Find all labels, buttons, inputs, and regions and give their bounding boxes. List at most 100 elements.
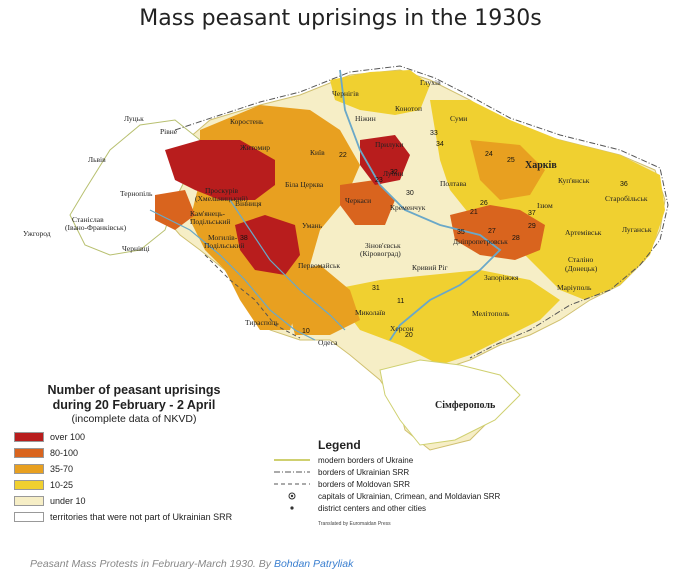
line-yellow-icon	[272, 455, 312, 465]
count-legend-item: 80-100	[14, 445, 254, 461]
region-80-100-dnipro	[450, 205, 545, 260]
label-mariupol: Маріуполь	[557, 283, 592, 292]
district-number: 38	[240, 235, 248, 242]
label-luhansk: Луганськ	[622, 225, 652, 234]
image-caption: Peasant Mass Protests in February-March …	[30, 558, 353, 570]
district-number: 29	[528, 223, 536, 230]
border-moldovan-ssr	[204, 254, 301, 339]
label-tiraspol: Тирасполь	[245, 318, 279, 327]
region-over-100-vinnytsia	[235, 215, 300, 275]
district-number: 34	[436, 141, 444, 148]
count-legend-label: territories that were not part of Ukrain…	[50, 512, 233, 522]
label-zaporizhzhia: Запоріжжя	[484, 273, 519, 282]
label-odesa: Одеса	[318, 338, 338, 347]
label-lviv: Львів	[88, 155, 106, 164]
label-donetsk: (Донецьк)	[565, 264, 598, 273]
district-number: 35	[457, 229, 465, 236]
district-number: 21	[470, 209, 478, 216]
river-southern-bug	[229, 199, 346, 331]
count-legend-swatch	[14, 512, 44, 522]
region-35-70-east	[470, 140, 545, 200]
district-number: 23	[375, 177, 383, 184]
label-proskuriv: Проскурів	[205, 186, 239, 195]
district-number: 10	[302, 328, 310, 335]
label-mohyliv-2: Подільський	[204, 241, 244, 250]
label-zinovievsk: Зінов'євськ	[365, 241, 401, 250]
legend-item: district centers and other cities	[272, 502, 552, 514]
map-legend: Legend modern borders of Ukraine borders …	[272, 438, 552, 514]
district-number: 25	[507, 157, 515, 164]
district-number: 37	[528, 210, 536, 217]
district-number: 27	[488, 228, 496, 235]
label-kamianets: Кам'янець-	[190, 209, 226, 218]
count-legend-item: under 10	[14, 493, 254, 509]
line-dash-icon	[272, 479, 312, 489]
river-dnipro	[339, 69, 502, 341]
count-legend-heading-2: during 20 February - 2 April	[52, 398, 216, 412]
count-legend-label: under 10	[50, 496, 86, 506]
label-rivne: Рівне	[160, 127, 178, 136]
label-ivano-frankivsk: (Івано-Франківськ)	[65, 223, 127, 232]
label-kryvyi-rih: Кривий Ріг	[412, 263, 448, 272]
label-melitopol: Мелітополь	[472, 309, 510, 318]
label-pervomaisk: Первомайськ	[298, 261, 340, 270]
count-legend-label: 80-100	[50, 448, 79, 458]
count-legend-swatch	[14, 480, 44, 490]
label-zhytomyr: Житомир	[240, 143, 270, 152]
label-lubny: Лубни	[383, 169, 403, 178]
region-10-25-south	[330, 270, 560, 365]
border-ukrainian-ssr	[174, 65, 669, 359]
river-dniester	[149, 209, 316, 341]
uprisings-count-legend: Number of peasant uprisings during 20 Fe…	[14, 383, 254, 525]
count-legend-item: territories that were not part of Ukrain…	[14, 509, 254, 525]
author-link[interactable]: Bohdan Patryliak	[273, 558, 354, 570]
label-stanislav: Станіслав	[72, 215, 104, 224]
line-dashdot-icon	[272, 467, 312, 477]
count-legend-label: over 100	[50, 432, 86, 442]
label-kupiansk: Куп'янськ	[558, 176, 590, 185]
region-80-100-west	[155, 190, 195, 230]
district-number: 28	[512, 235, 520, 242]
district-number: 30	[406, 190, 414, 197]
label-uzhhorod: Ужгород	[23, 229, 51, 238]
legend-label: borders of Moldovan SRR	[318, 479, 411, 489]
label-hlukhiv: Глухів	[420, 78, 441, 87]
legend-item: capitals of Ukrainian, Crimean, and Mold…	[272, 490, 552, 502]
label-konotop: Конотоп	[395, 104, 422, 113]
label-chernivtsi: Чернівці	[122, 244, 150, 253]
district-number: 20	[405, 332, 413, 339]
label-kyiv: Київ	[310, 148, 325, 157]
label-kirovohrad: (Кіровоград)	[360, 249, 401, 258]
region-80-100-cherkasy	[340, 180, 395, 225]
district-number: 11	[397, 298, 404, 305]
label-kherson: Херсон	[390, 324, 414, 333]
label-uman: Умань	[302, 221, 323, 230]
count-legend-swatch	[14, 448, 44, 458]
region-over-100-zhytomyr	[165, 140, 275, 200]
label-dnipropetrovsk: Дніпропетровськ	[453, 237, 508, 246]
legend-label: modern borders of Ukraine	[318, 455, 414, 465]
count-legend-swatch	[14, 496, 44, 506]
dot-ring-icon	[272, 491, 312, 501]
label-mohyliv: Могилів-	[208, 233, 238, 242]
region-10-25-north	[330, 70, 430, 115]
map-title: Mass peasant uprisings in the 1930s	[139, 6, 542, 31]
label-mykolaiv: Миколаїв	[355, 308, 386, 317]
legend-label: borders of Ukrainian SRR	[318, 467, 410, 477]
label-stalino: Сталіно	[568, 255, 594, 264]
label-vinnytsia: Вінниця	[235, 199, 262, 208]
legend-label: capitals of Ukrainian, Crimean, and Mold…	[318, 491, 501, 501]
count-legend-swatch	[14, 432, 44, 442]
label-kremenchuk: Кременчук	[390, 203, 426, 212]
region-crimea	[379, 359, 521, 446]
ukraine-uprisings-map: Харків Сімферополь Глухів Чернігів Ніжин…	[23, 65, 669, 451]
count-legend-swatch	[14, 464, 44, 474]
label-lutsk: Луцьк	[124, 114, 144, 123]
district-number: 22	[339, 152, 347, 159]
district-number: 36	[620, 181, 628, 188]
legend-item: modern borders of Ukraine	[272, 454, 552, 466]
label-nizhyn: Ніжин	[355, 114, 376, 123]
label-izium: Ізюм	[537, 201, 553, 210]
district-number: 24	[485, 151, 493, 158]
district-number: 32	[390, 169, 398, 176]
